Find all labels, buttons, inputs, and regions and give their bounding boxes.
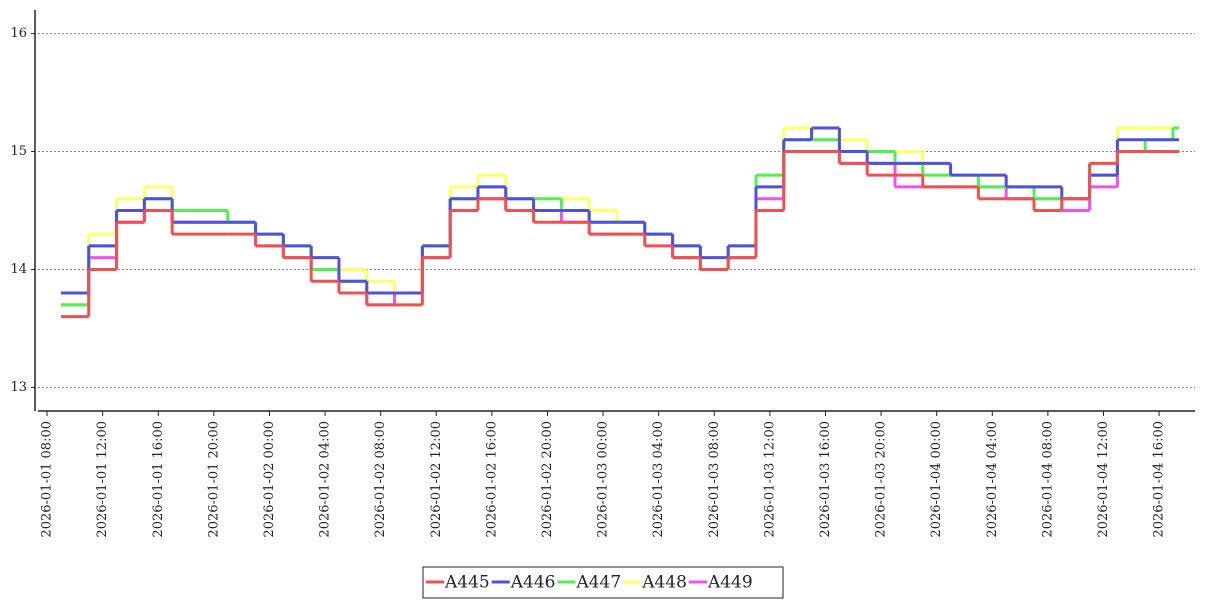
x-tick-label: 2026-01-01 20:00 — [206, 421, 221, 538]
x-tick-label: 2026-01-04 12:00 — [1096, 421, 1111, 538]
x-tick-label: 2026-01-04 16:00 — [1152, 421, 1167, 538]
x-tick-label: 2026-01-02 20:00 — [540, 421, 555, 538]
y-tick-label: 13 — [10, 380, 27, 395]
x-tick-label: 2026-01-02 04:00 — [318, 421, 333, 538]
x-tick-label: 2026-01-03 08:00 — [707, 421, 722, 538]
legend-box — [422, 566, 784, 599]
x-tick-label: 2026-01-03 04:00 — [651, 421, 666, 538]
x-tick-label: 2026-01-02 12:00 — [429, 421, 444, 538]
x-tick-label: 2026-01-03 12:00 — [762, 421, 777, 538]
x-tick-label: 2026-01-03 00:00 — [596, 421, 611, 538]
legend-label: A445 — [444, 573, 490, 593]
y-tick-label: 16 — [10, 26, 27, 41]
x-tick-label: 2026-01-02 08:00 — [373, 421, 388, 538]
x-tick-label: 2026-01-04 00:00 — [929, 421, 944, 538]
y-tick-label: 14 — [10, 262, 27, 277]
x-tick-label: 2026-01-03 16:00 — [818, 421, 833, 538]
x-tick-label: 2026-01-01 08:00 — [40, 421, 55, 538]
x-tick-label: 2026-01-04 08:00 — [1040, 421, 1055, 538]
legend-label: A449 — [707, 573, 753, 593]
x-tick-label: 2026-01-01 12:00 — [95, 421, 110, 538]
legend-label: A447 — [575, 573, 621, 593]
x-tick-label: 2026-01-03 20:00 — [874, 421, 889, 538]
x-tick-label: 2026-01-04 04:00 — [985, 421, 1000, 538]
x-tick-label: 2026-01-01 16:00 — [151, 421, 166, 538]
x-tick-label: 2026-01-02 16:00 — [484, 421, 499, 538]
y-tick-label: 15 — [10, 144, 27, 159]
legend-label: A446 — [510, 573, 556, 593]
legend-label: A448 — [641, 573, 687, 593]
x-tick-label: 2026-01-02 00:00 — [262, 421, 277, 538]
